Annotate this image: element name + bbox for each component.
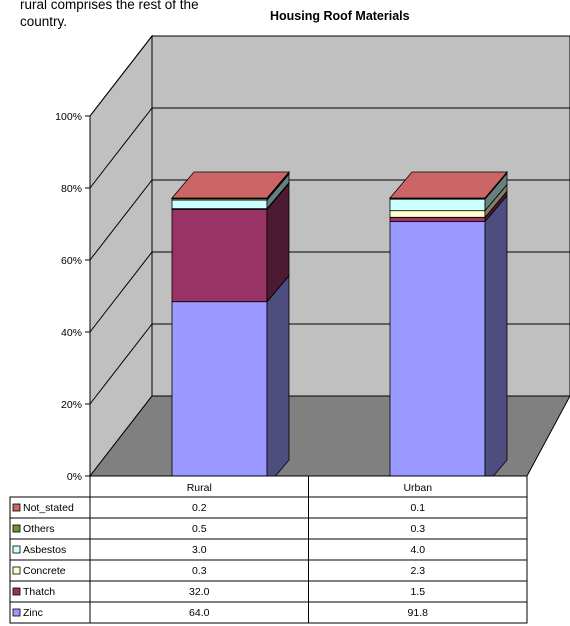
gridline-side	[89, 251, 153, 333]
table-row: Zinc 64.0 91.8	[9, 601, 528, 624]
legend-swatch-not-stated	[12, 503, 21, 512]
table-row: Concrete 0.3 2.3	[9, 559, 528, 582]
y-tick-label: 80%	[61, 183, 82, 195]
intro-text: rural comprises the rest of the country.	[20, 0, 199, 29]
legend-entry-others: Others	[23, 523, 55, 535]
bar-segment-urban-zinc	[389, 194, 508, 488]
bar-segment-urban-not-stated	[389, 170, 508, 200]
table-row: Others 0.5 0.3	[9, 517, 528, 540]
legend-swatch-zinc	[12, 608, 21, 617]
table-cell-rural-concrete: 0.3	[192, 565, 207, 577]
table-cell-urban-asbestos: 4.0	[410, 544, 425, 556]
gridline-side	[89, 107, 153, 189]
legend-swatch-others	[12, 524, 21, 533]
table-cell-urban-zinc: 91.8	[408, 607, 429, 619]
legend-swatch-concrete	[12, 566, 21, 575]
y-tick-label: 40%	[61, 327, 82, 339]
table-row: Thatch 32.0 1.5	[9, 580, 528, 603]
table-cell-rural-zinc: 64.0	[189, 607, 210, 619]
table-cell-rural-not-stated: 0.2	[192, 502, 207, 514]
bar-segment-rural-zinc	[171, 274, 290, 488]
table-cell-urban-concrete: 2.3	[410, 565, 425, 577]
legend-entry-concrete: Concrete	[23, 565, 66, 577]
gridline-side	[89, 35, 153, 117]
legend-swatch-asbestos	[12, 545, 21, 554]
table-row: Not_stated 0.2 0.1	[9, 496, 528, 519]
bar-segment-rural-not-stated	[171, 170, 290, 200]
y-tick-label: 60%	[61, 255, 82, 267]
y-tick-label: 100%	[55, 111, 82, 123]
bar-top-rural	[171, 171, 290, 199]
y-tick-label: 0%	[67, 471, 82, 483]
table-cell-rural-asbestos: 3.0	[192, 544, 207, 556]
table-cell-urban-others: 0.3	[410, 523, 425, 535]
table-column-header-rural: Rural	[187, 482, 212, 494]
bar-segment-rural-thatch	[171, 182, 290, 303]
table-column-header-urban: Urban	[403, 482, 432, 494]
table-cell-rural-others: 0.5	[192, 523, 207, 535]
legend-entry-asbestos: Asbestos	[23, 544, 66, 556]
gridline-side	[89, 323, 153, 405]
table-row: Asbestos 3.0 4.0	[9, 538, 528, 561]
gridline-side	[89, 179, 153, 261]
y-tick-label: 20%	[61, 399, 82, 411]
chart-title: Housing Roof Materials	[270, 9, 410, 23]
table-cell-urban-not-stated: 0.1	[410, 502, 425, 514]
legend-swatch-thatch	[12, 587, 21, 596]
table-cell-urban-thatch: 1.5	[410, 586, 425, 598]
legend-entry-zinc: Zinc	[23, 607, 43, 619]
legend-entry-thatch: Thatch	[23, 586, 55, 598]
bar-top-urban	[389, 171, 508, 199]
table-cell-rural-thatch: 32.0	[189, 586, 210, 598]
legend-entry-not-stated: Not_stated	[23, 502, 74, 514]
